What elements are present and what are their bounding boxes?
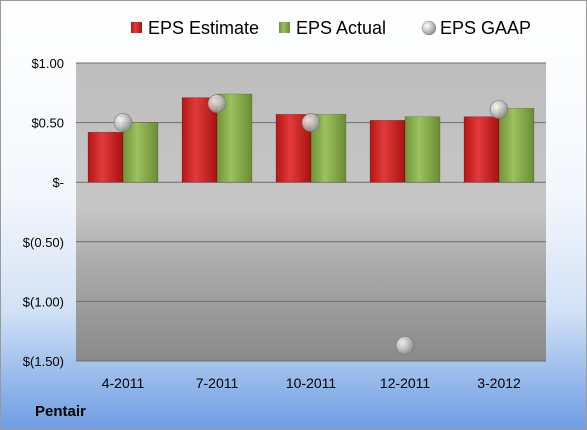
eps-actual-bar	[216, 93, 253, 183]
y-tick-label: $0.50	[31, 116, 64, 131]
eps-actual-bar	[498, 107, 535, 183]
y-tick-label: $(1.00)	[23, 294, 64, 309]
legend-swatch-estimate	[131, 22, 142, 33]
eps-estimate-bar	[463, 116, 500, 183]
legend-label: EPS Actual	[296, 18, 386, 38]
legend: EPS Estimate EPS Actual EPS GAAP	[131, 18, 531, 38]
x-tick-label: 3-2012	[477, 375, 521, 391]
x-tick-label: 12-2011	[380, 375, 431, 391]
eps-estimate-bar	[369, 119, 406, 183]
x-axis: 4-2011 7-2011 10-2011 12-2011 3-2012	[102, 375, 521, 391]
y-tick-label: $1.00	[31, 56, 64, 71]
eps-actual-bar	[122, 122, 159, 183]
plot-area	[76, 63, 546, 361]
y-tick-label: $(1.50)	[23, 354, 64, 369]
legend-swatch-gaap	[421, 20, 437, 36]
gaap-markers	[113, 94, 509, 355]
eps-gaap-marker	[395, 336, 415, 355]
eps-gaap-marker	[489, 100, 509, 119]
legend-swatch-actual	[279, 22, 290, 33]
eps-gaap-marker	[113, 113, 133, 132]
y-tick-label: $-	[52, 175, 64, 190]
eps-estimate-bar	[87, 131, 124, 183]
company-name: Pentair	[35, 403, 86, 420]
bar-series	[87, 93, 535, 183]
eps-gaap-marker	[301, 113, 321, 132]
x-tick-label: 4-2011	[102, 375, 145, 391]
legend-label: EPS Estimate	[148, 18, 259, 38]
legend-label: EPS GAAP	[440, 18, 531, 38]
eps-gaap-marker	[207, 94, 227, 113]
x-tick-label: 10-2011	[286, 375, 337, 391]
eps-actual-bar	[404, 116, 441, 183]
y-tick-label: $(0.50)	[23, 235, 64, 250]
x-tick-label: 7-2011	[196, 375, 239, 391]
y-axis: $1.00 $0.50 $- $(0.50) $(1.00) $(1.50)	[23, 56, 64, 369]
